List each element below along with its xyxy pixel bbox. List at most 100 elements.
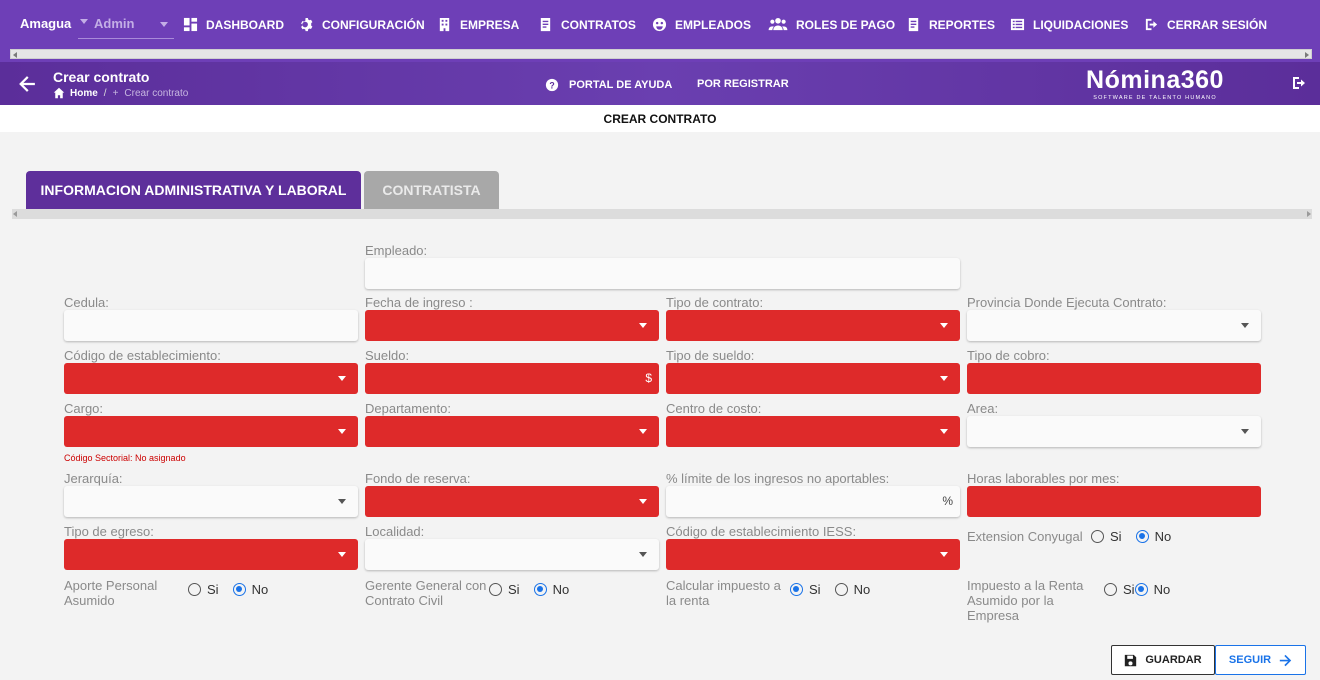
breadcrumb: Home / + Crear contrato	[53, 87, 188, 99]
extension-conyugal-radios: Si No	[1091, 529, 1171, 544]
tipo-sueldo-select[interactable]	[666, 363, 960, 394]
radio-label: Si	[508, 582, 520, 597]
horas-laborables-field[interactable]	[967, 486, 1261, 517]
save-button[interactable]: GUARDAR	[1111, 645, 1215, 675]
nav-label: EMPLEADOS	[675, 17, 752, 32]
gerente-general-no-radio[interactable]	[533, 583, 547, 596]
top-navbar: Amagua Admin DASHBOARD CONFIGURACIÓN EMP…	[0, 0, 1320, 62]
aporte-personal-si-radio[interactable]	[188, 583, 201, 596]
back-button[interactable]	[18, 75, 36, 93]
breadcrumb-home-label: Home	[70, 87, 98, 99]
document-icon	[540, 17, 551, 32]
calcular-impuesto-line2: la renta	[666, 593, 710, 608]
nav-contratos[interactable]: CONTRATOS	[538, 17, 636, 32]
pending-register-button[interactable]: POR REGISTRAR	[697, 78, 789, 90]
scroll-right-icon[interactable]	[1305, 52, 1309, 58]
nav-reportes[interactable]: REPORTES	[906, 17, 995, 32]
departamento-select[interactable]	[365, 416, 659, 447]
nav-label: EMPRESA	[460, 17, 520, 32]
codigo-establecimiento-select[interactable]	[64, 363, 358, 394]
localidad-label: Localidad:	[365, 524, 425, 539]
extension-conyugal-no-radio[interactable]	[1135, 530, 1149, 543]
calcular-impuesto-label: Calcular impuesto a la renta	[666, 578, 781, 608]
nav-scrollbar[interactable]	[10, 49, 1312, 59]
chevron-down-icon	[639, 499, 647, 504]
gerente-general-si-radio[interactable]	[489, 583, 502, 596]
fondo-reserva-label: Fondo de reserva:	[365, 471, 471, 486]
logo-name: Nómina360	[1086, 66, 1224, 94]
tipo-egreso-select[interactable]	[64, 539, 358, 570]
calcular-impuesto-line1: Calcular impuesto a	[666, 578, 781, 593]
tipo-contrato-select[interactable]	[666, 310, 960, 341]
nav-roles-pago[interactable]: ROLES DE PAGO	[768, 17, 895, 32]
impuesto-asumido-radios: Si No	[1104, 582, 1170, 597]
aporte-personal-no-radio[interactable]	[232, 583, 246, 596]
percent-suffix: %	[942, 494, 953, 508]
fecha-ingreso-select[interactable]	[365, 310, 659, 341]
centro-costo-select[interactable]	[666, 416, 960, 447]
nav-label: CERRAR SESIÓN	[1167, 17, 1268, 32]
aporte-personal-label: Aporte Personal Asumido	[64, 578, 157, 608]
impuesto-asumido-line3: Empresa	[967, 608, 1020, 623]
chevron-down-icon	[639, 429, 647, 434]
building-icon	[439, 17, 450, 32]
logout-icon	[1293, 77, 1305, 89]
nav-cerrar-sesion[interactable]: CERRAR SESIÓN	[1144, 17, 1267, 32]
radio-label: No	[853, 582, 871, 597]
tabs-scrollbar[interactable]	[12, 209, 1312, 219]
cedula-field[interactable]	[64, 310, 358, 341]
aporte-personal-line2: Asumido	[64, 593, 115, 608]
localidad-select[interactable]	[365, 539, 659, 570]
nav-label: REPORTES	[929, 17, 996, 32]
nav-configuracion[interactable]: CONFIGURACIÓN	[299, 17, 425, 32]
extension-conyugal-si-radio[interactable]	[1091, 530, 1104, 543]
codigo-iess-select[interactable]	[666, 539, 960, 570]
nav-dashboard[interactable]: DASHBOARD	[183, 17, 284, 32]
scroll-left-icon[interactable]	[13, 211, 17, 217]
departamento-label: Departamento:	[365, 401, 451, 416]
help-icon: ?	[545, 78, 559, 92]
scroll-right-icon[interactable]	[1307, 211, 1311, 217]
impuesto-asumido-si-radio[interactable]	[1104, 583, 1117, 596]
tab-informacion-administrativa[interactable]: INFORMACION ADMINISTRATIVA Y LABORAL	[26, 171, 361, 209]
tab-contratista[interactable]: CONTRATISTA	[364, 171, 499, 209]
gear-icon	[301, 17, 313, 32]
report-icon	[908, 17, 919, 32]
list-icon	[1010, 18, 1025, 31]
nav-liquidaciones[interactable]: LIQUIDACIONES	[1010, 17, 1128, 32]
fecha-ingreso-label: Fecha de ingreso :	[365, 295, 473, 310]
jerarquia-select[interactable]	[64, 486, 358, 517]
area-select[interactable]	[967, 416, 1261, 447]
sueldo-field[interactable]: $	[365, 363, 659, 394]
gerente-general-line2: Contrato Civil	[365, 593, 444, 608]
codigo-iess-label: Código de establecimiento IESS:	[666, 524, 857, 539]
nav-label: CONTRATOS	[561, 17, 636, 32]
chevron-down-icon	[338, 429, 346, 434]
cedula-label: Cedula:	[64, 295, 109, 310]
nav-empresa[interactable]: EMPRESA	[437, 17, 519, 32]
logout-icon	[1145, 18, 1158, 31]
centro-costo-label: Centro de costo:	[666, 401, 762, 416]
codigo-establecimiento-label: Código de establecimiento:	[64, 348, 221, 363]
impuesto-asumido-no-radio[interactable]	[1134, 583, 1148, 596]
radio-label: No	[251, 582, 269, 597]
scroll-left-icon[interactable]	[13, 52, 17, 58]
next-button[interactable]: SEGUIR	[1215, 645, 1306, 675]
provincia-select[interactable]	[967, 310, 1261, 341]
fondo-reserva-select[interactable]	[365, 486, 659, 517]
company-name[interactable]: Amagua	[20, 16, 72, 31]
tipo-cobro-field[interactable]	[967, 363, 1261, 394]
nav-empleados[interactable]: EMPLEADOS	[652, 17, 751, 32]
logo-tagline: SOFTWARE DE TALENTO HUMANO	[1093, 95, 1217, 101]
nav-label: DASHBOARD	[206, 17, 284, 32]
role-select[interactable]: Admin	[78, 14, 174, 39]
calcular-impuesto-no-radio[interactable]	[834, 583, 848, 596]
logout-button[interactable]	[1291, 75, 1307, 96]
help-portal-button[interactable]: ? PORTAL DE AYUDA	[545, 78, 672, 92]
limite-ingresos-field[interactable]: %	[666, 486, 960, 517]
cargo-select[interactable]	[64, 416, 358, 447]
calcular-impuesto-si-radio[interactable]	[790, 583, 803, 596]
breadcrumb-home[interactable]: Home	[53, 87, 98, 99]
empleado-field[interactable]	[365, 258, 960, 289]
chevron-down-icon	[940, 376, 948, 381]
